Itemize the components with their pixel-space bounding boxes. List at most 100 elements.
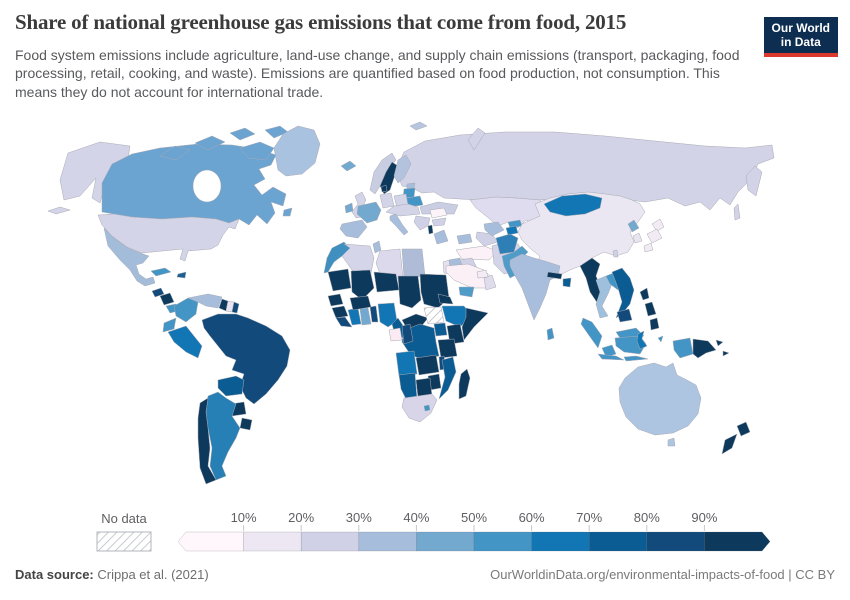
country-vietnam[interactable] — [611, 267, 635, 319]
footer-credit[interactable]: OurWorldinData.org/environmental-impacts… — [490, 567, 835, 582]
country-tajikistan[interactable] — [505, 225, 519, 236]
country-russia-kamchatka[interactable] — [745, 165, 763, 197]
country-south-sudan[interactable] — [423, 306, 445, 325]
country-uzbekistan[interactable] — [483, 221, 505, 237]
country-angola[interactable] — [395, 350, 418, 377]
country-central-europe[interactable] — [385, 203, 421, 217]
country-indonesia-sumatra[interactable] — [580, 317, 603, 349]
country-french-guiana[interactable] — [231, 301, 240, 314]
legend-bin-50-60%[interactable] — [473, 531, 532, 552]
country-indonesia-maluku[interactable] — [657, 335, 664, 343]
country-tunisia[interactable] — [372, 240, 382, 254]
country-sri-lanka[interactable] — [546, 327, 555, 341]
country-canada-arctic-2[interactable] — [194, 135, 226, 151]
country-greenland[interactable] — [273, 125, 321, 177]
country-uganda[interactable] — [433, 322, 448, 337]
country-spain[interactable] — [339, 219, 368, 239]
country-papua-new-guinea[interactable] — [692, 338, 717, 359]
country-egypt[interactable] — [401, 248, 426, 279]
country-png-island-1[interactable] — [715, 339, 724, 347]
country-uruguay[interactable] — [239, 417, 253, 431]
country-chile[interactable] — [197, 397, 217, 485]
country-india[interactable] — [509, 253, 561, 321]
country-svalbard[interactable] — [409, 121, 428, 131]
country-oman[interactable] — [483, 274, 497, 291]
country-indonesia-java[interactable] — [597, 353, 625, 361]
country-yemen[interactable] — [458, 286, 475, 298]
country-russia-sakhalin[interactable] — [733, 203, 741, 221]
country-lesotho[interactable] — [423, 404, 431, 412]
legend-no-data-swatch[interactable] — [96, 531, 152, 552]
country-albania[interactable] — [427, 224, 434, 235]
country-indonesia-sulawesi[interactable] — [636, 330, 648, 350]
country-south-korea[interactable] — [632, 232, 643, 244]
country-colombia[interactable] — [173, 297, 199, 323]
country-gulf-states[interactable] — [476, 269, 489, 279]
owid-logo[interactable]: Our World in Data — [763, 17, 838, 57]
country-sierra-leone-liberia[interactable] — [335, 316, 353, 328]
country-south-africa[interactable] — [401, 393, 438, 423]
country-niger[interactable] — [373, 271, 400, 293]
country-senegal[interactable] — [327, 293, 344, 307]
country-japan-hokkaido[interactable] — [651, 218, 665, 232]
legend-bin-0-10%[interactable] — [178, 531, 244, 552]
country-philippines-visayas[interactable] — [644, 301, 657, 317]
country-mexico[interactable] — [103, 227, 156, 287]
country-cambodia[interactable] — [616, 308, 633, 323]
country-taiwan[interactable] — [612, 249, 619, 258]
country-philippines-luzon[interactable] — [639, 287, 650, 301]
country-philippines-mindanao[interactable] — [649, 317, 660, 331]
country-canada-baffin[interactable] — [239, 141, 275, 161]
country-greece[interactable] — [433, 229, 449, 245]
country-iceland[interactable] — [340, 160, 357, 172]
legend-bin-40-50%[interactable] — [416, 531, 475, 552]
country-australia-tasmania[interactable] — [667, 437, 676, 447]
country-togo-benin[interactable] — [369, 305, 379, 323]
country-png-island-2[interactable] — [722, 350, 730, 357]
country-new-zealand-north[interactable] — [736, 421, 751, 437]
country-united-states[interactable] — [97, 213, 240, 262]
country-canada-arctic-1[interactable] — [159, 145, 191, 161]
legend-bin-20-30%[interactable] — [300, 531, 360, 552]
country-indonesia-papua[interactable] — [672, 337, 694, 359]
country-italy[interactable] — [389, 213, 409, 236]
country-ukraine[interactable] — [419, 201, 459, 215]
country-romania[interactable] — [429, 207, 448, 219]
country-tanzania[interactable] — [437, 338, 458, 359]
country-north-korea[interactable] — [627, 219, 640, 233]
country-argentina[interactable] — [205, 391, 241, 481]
country-chad[interactable] — [397, 275, 422, 309]
country-germany[interactable] — [379, 192, 395, 209]
country-mongolia[interactable] — [543, 193, 603, 217]
country-bangladesh[interactable] — [562, 277, 572, 288]
country-australia[interactable] — [618, 362, 702, 436]
country-indonesia-lesser-sunda[interactable] — [623, 355, 649, 362]
country-france[interactable] — [356, 201, 382, 224]
country-malaysia-peninsula[interactable] — [601, 344, 617, 358]
country-balkans[interactable] — [413, 215, 431, 231]
country-burkina-faso[interactable] — [349, 295, 372, 311]
legend-bin-90-100%[interactable] — [704, 531, 770, 552]
country-russia-novaya-zemlya[interactable] — [467, 127, 486, 151]
legend-bin-80-90%[interactable] — [646, 531, 705, 552]
legend-bin-30-40%[interactable] — [358, 531, 417, 552]
country-russia[interactable] — [395, 131, 775, 211]
country-mauritania[interactable] — [327, 268, 352, 292]
country-ghana[interactable] — [359, 307, 372, 326]
legend-bin-60-70%[interactable] — [531, 531, 590, 552]
country-norway[interactable] — [369, 152, 397, 195]
country-malaysia-borneo[interactable] — [615, 327, 645, 339]
country-mozambique[interactable] — [438, 356, 457, 400]
country-afghanistan[interactable] — [495, 233, 519, 255]
legend-bin-10-20%[interactable] — [243, 531, 302, 552]
country-eritrea[interactable] — [437, 293, 454, 305]
country-somalia[interactable] — [461, 307, 489, 341]
country-congo[interactable] — [401, 323, 414, 345]
country-bulgaria[interactable] — [431, 217, 447, 227]
country-nepal[interactable] — [546, 271, 563, 280]
country-ecuador[interactable] — [162, 317, 177, 333]
country-bolivia[interactable] — [217, 375, 245, 397]
country-new-zealand-south[interactable] — [721, 433, 738, 455]
country-canada-arctic-3[interactable] — [229, 127, 256, 141]
country-caucasus[interactable] — [456, 233, 473, 245]
